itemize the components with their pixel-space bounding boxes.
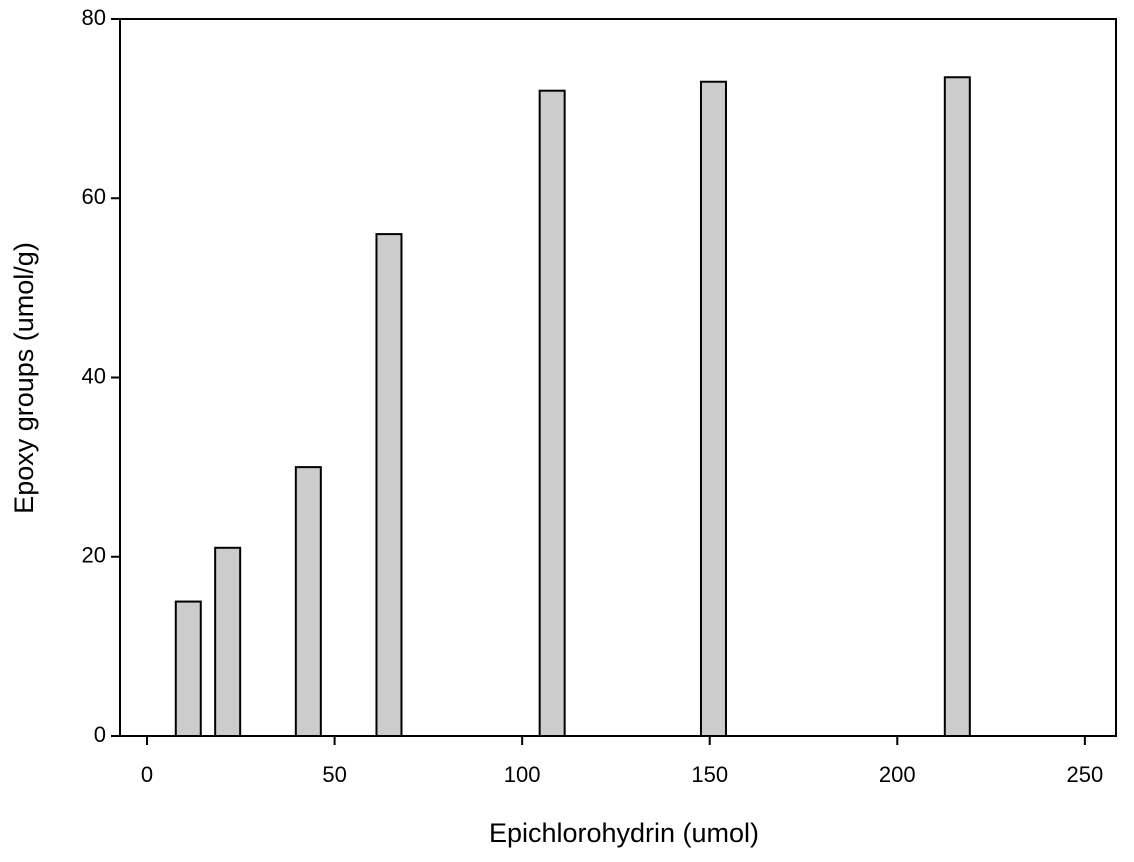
bar [699,80,727,738]
y-tick-label: 40 [82,363,106,388]
y-tick-label: 80 [82,5,106,30]
x-tick-label: 150 [691,762,728,787]
x-tick-label: 200 [879,762,916,787]
bar [538,89,566,737]
plot-frame [119,18,1117,737]
y-axis-title: Epoxy groups (umol/g) [9,242,39,514]
bar [174,600,202,737]
y-tick-label: 60 [82,184,106,209]
bar [294,466,322,737]
bar [214,546,242,737]
x-axis-title: Epichlorohydrin (umol) [489,818,759,848]
y-tick-label: 0 [94,722,106,747]
x-tick-label: 50 [322,762,346,787]
bar [943,76,971,738]
x-tick-label: 0 [141,762,153,787]
bar [375,233,403,737]
x-tick-label: 250 [1067,762,1104,787]
y-tick-label: 20 [82,543,106,568]
x-tick-label: 100 [504,762,541,787]
